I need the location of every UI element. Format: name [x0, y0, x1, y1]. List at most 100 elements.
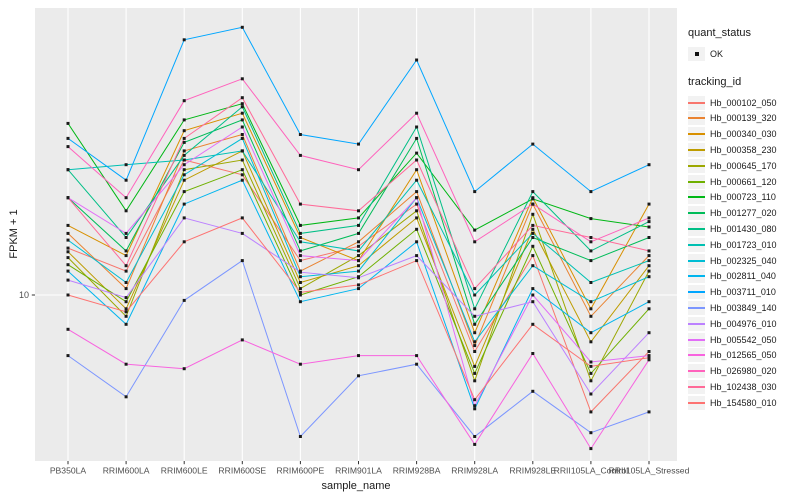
data-point [182, 367, 186, 371]
data-point [415, 190, 419, 194]
line-swatch-icon [688, 164, 705, 167]
data-point [66, 168, 70, 172]
data-point [182, 149, 186, 153]
x-tick-label: RRIM600LA [103, 466, 150, 476]
data-point [589, 410, 593, 414]
data-point [298, 275, 302, 279]
data-point [357, 276, 360, 280]
legend-key [688, 222, 705, 237]
x-tick-label: PB350LA [50, 466, 87, 476]
data-point [66, 145, 70, 149]
data-point [357, 254, 360, 258]
legend-tracking-id: tracking_id Hb_000102_050 Hb_000139_320 Hb… [688, 76, 798, 411]
data-point [531, 236, 535, 239]
line-swatch-icon [688, 133, 705, 136]
data-point [415, 125, 419, 129]
data-point [182, 38, 186, 42]
data-point [589, 331, 593, 335]
data-point [589, 447, 593, 451]
data-point [531, 300, 535, 304]
data-point [589, 259, 593, 263]
legend-item-Hb_003711_010: Hb_003711_010 [688, 284, 798, 300]
legend-item-label: Hb_012565_050 [710, 350, 777, 361]
legend-item-Hb_026980_020: Hb_026980_020 [688, 363, 798, 379]
data-point [357, 244, 360, 248]
data-point [298, 270, 302, 274]
legend-item-Hb_000358_230: Hb_000358_230 [688, 142, 798, 158]
legend-item-label: Hb_000340_030 [710, 129, 777, 140]
data-point [589, 217, 593, 221]
data-point [473, 442, 477, 446]
data-point [647, 264, 651, 268]
data-point [589, 249, 593, 253]
legend-item-label: Hb_001723_010 [710, 239, 777, 250]
data-point [647, 350, 651, 353]
legend-key [688, 253, 705, 268]
data-point [298, 435, 302, 438]
data-point [473, 287, 477, 291]
data-point [415, 259, 419, 263]
line-swatch-icon [688, 338, 705, 341]
data-point [357, 168, 360, 172]
data-point [357, 269, 360, 273]
data-point [298, 254, 302, 258]
data-point [124, 307, 128, 311]
legend-item-label: Hb_004976_010 [710, 318, 777, 329]
data-point [647, 202, 651, 206]
data-point [473, 340, 477, 344]
data-point [647, 356, 651, 360]
legend-title-quant-status: quant_status [688, 27, 751, 39]
data-point [415, 178, 419, 182]
data-point [124, 254, 128, 258]
legend-item-Hb_000723_110: Hb_000723_110 [688, 190, 798, 206]
data-point [647, 275, 651, 279]
data-point [66, 327, 70, 331]
legend-item-label: Hb_002811_040 [710, 271, 776, 282]
data-point [415, 209, 419, 213]
data-point [473, 379, 477, 383]
data-point [240, 96, 244, 100]
x-axis-title: sample_name [321, 480, 391, 492]
legend-item-label: Hb_000139_320 [710, 113, 777, 124]
data-point [66, 121, 70, 125]
data-point [298, 133, 302, 136]
data-point [66, 293, 70, 297]
legend-item-label: Hb_000358_230 [710, 145, 777, 156]
legend-item-Hb_001430_080: Hb_001430_080 [688, 221, 798, 237]
data-point [240, 105, 244, 109]
data-point [66, 278, 70, 282]
data-point [298, 236, 302, 239]
data-point [298, 362, 302, 366]
data-point [415, 202, 419, 206]
data-point [473, 371, 477, 375]
data-point [240, 149, 244, 153]
legend-title-tracking-id: tracking_id [688, 75, 742, 88]
legend-item-Hb_000645_170: Hb_000645_170 [688, 158, 798, 174]
legend-key [688, 316, 705, 331]
data-point [182, 163, 186, 167]
data-point [66, 223, 70, 227]
legend-key [688, 206, 705, 221]
legend-item-Hb_000661_120: Hb_000661_120 [688, 174, 798, 190]
data-point [182, 168, 186, 172]
data-point [589, 314, 593, 318]
data-point [647, 216, 651, 220]
line-swatch-icon [688, 370, 705, 373]
data-point [531, 264, 535, 268]
data-point [66, 238, 70, 242]
data-point [182, 118, 186, 122]
data-point [182, 202, 186, 206]
data-point [589, 190, 593, 194]
data-point [531, 244, 535, 248]
data-point [240, 125, 244, 129]
legend-key [688, 237, 705, 252]
legend-item-ok: OK [688, 46, 798, 62]
line-swatch-icon [688, 196, 705, 199]
data-point [240, 216, 244, 220]
legend-item-label: Hb_000723_110 [710, 192, 776, 203]
data-point [124, 322, 128, 326]
data-point [357, 216, 360, 220]
legend-key [688, 364, 705, 379]
legend-item-label: Hb_026980_020 [710, 366, 777, 377]
data-point [473, 293, 477, 297]
